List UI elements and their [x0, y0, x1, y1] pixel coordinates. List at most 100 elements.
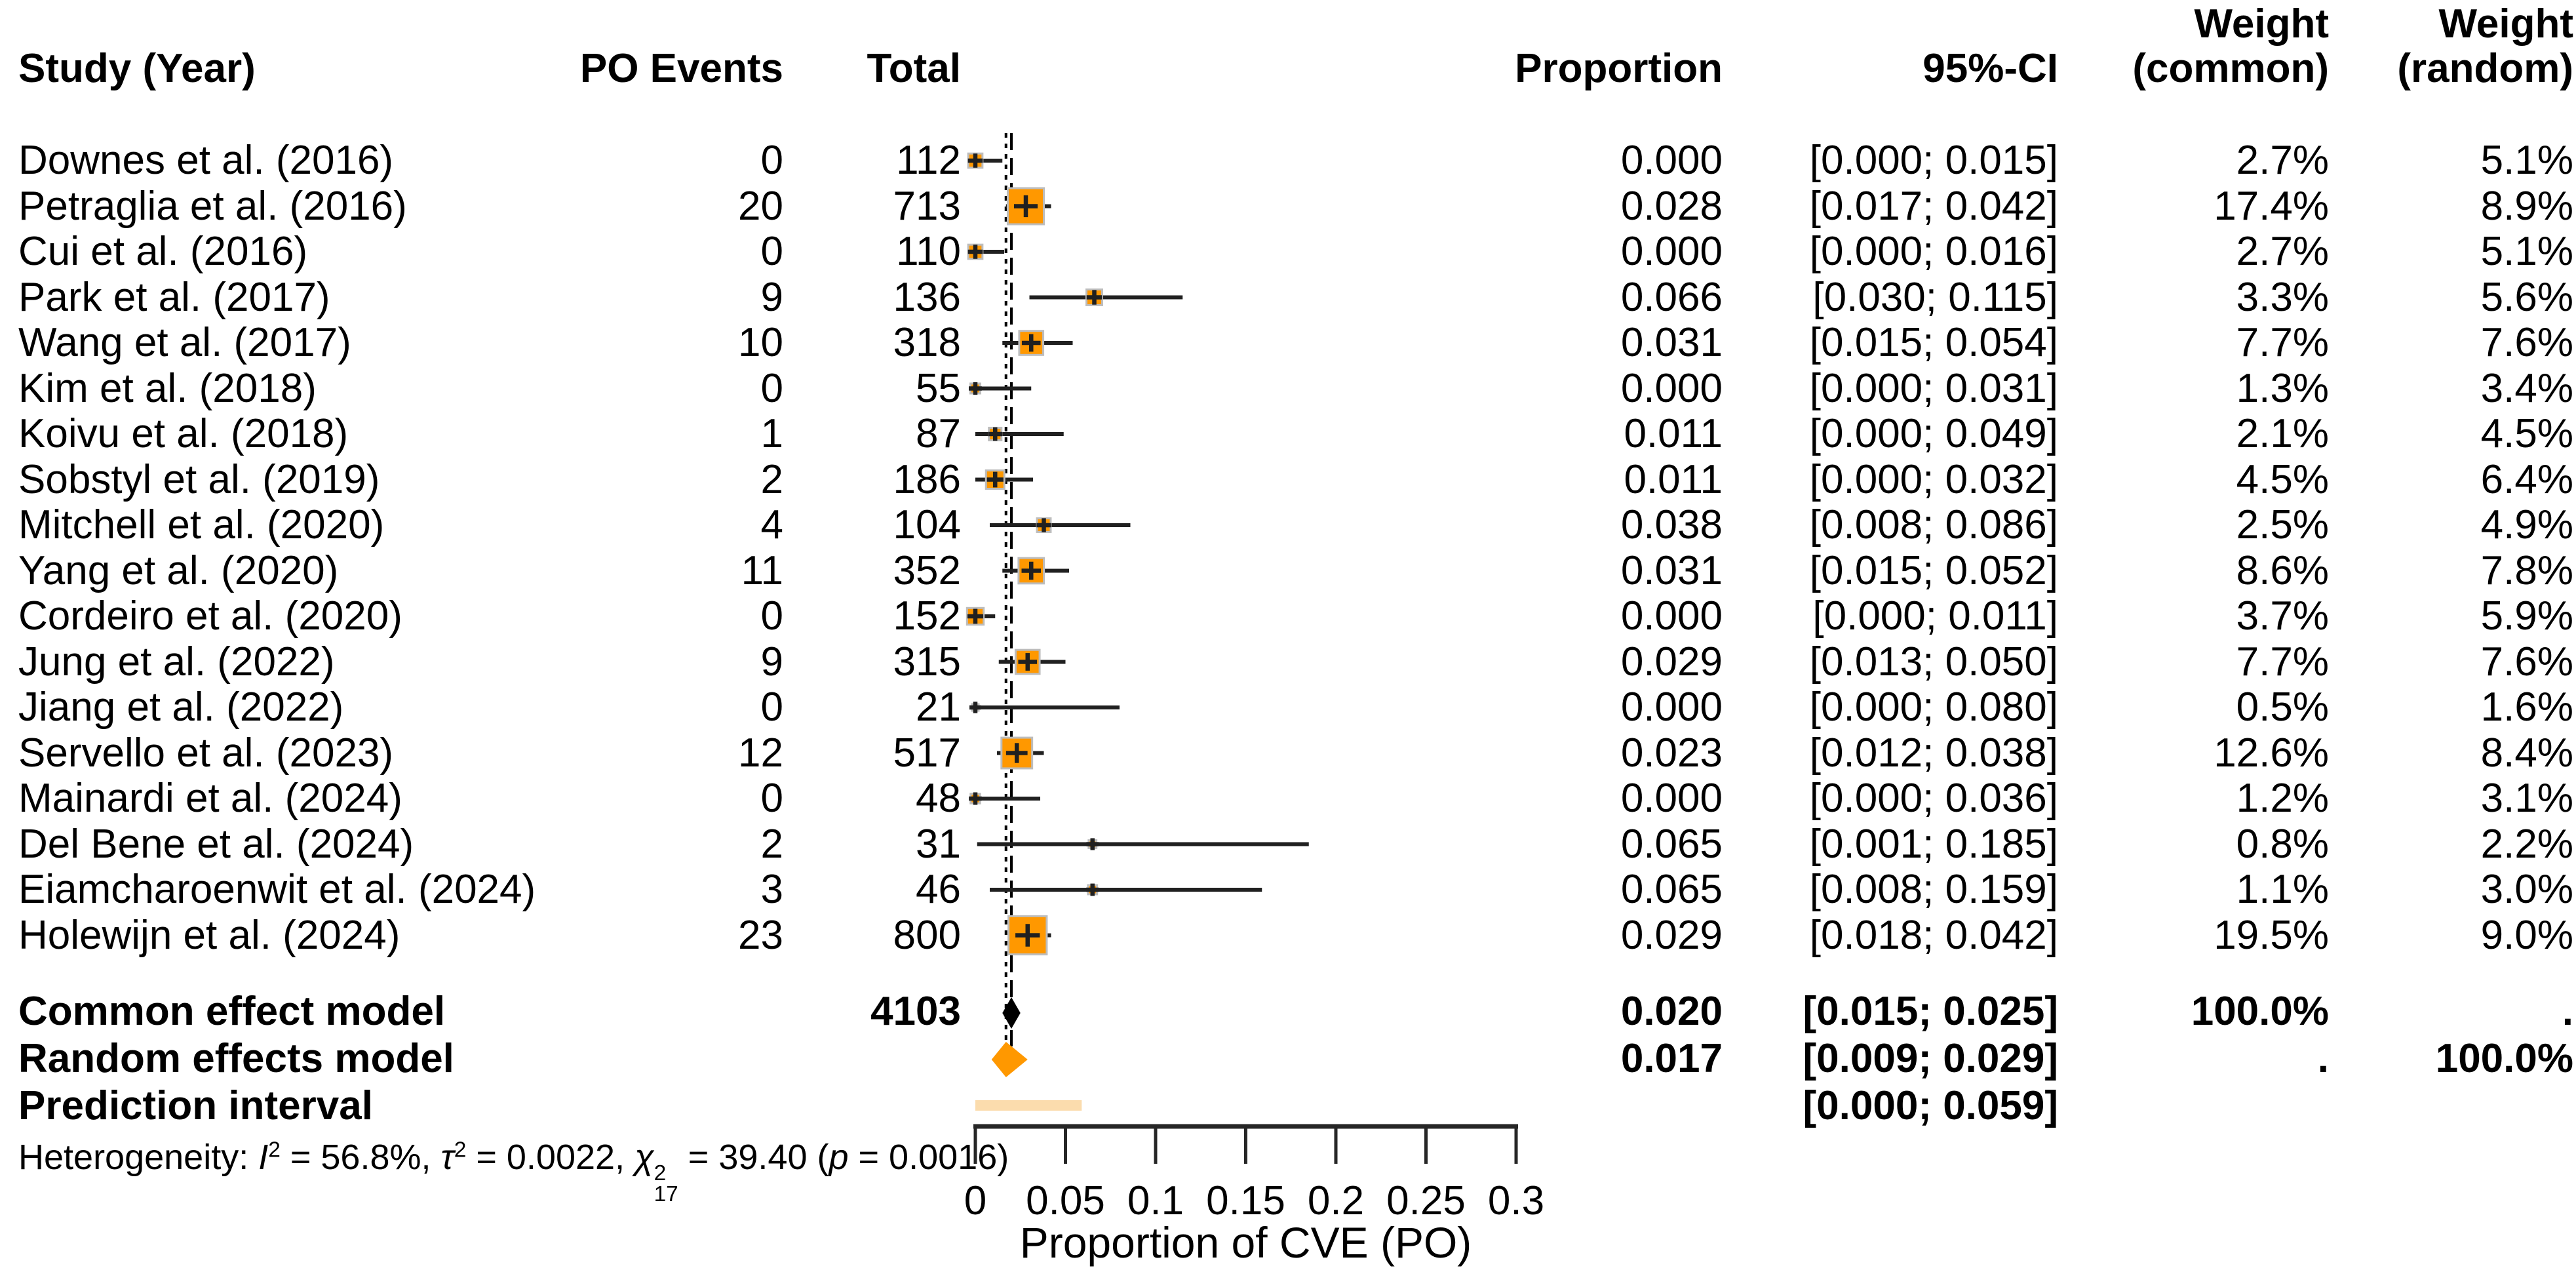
proportion-value: 0.065: [1620, 867, 1723, 913]
total-value: 4103: [870, 989, 961, 1034]
x-axis-tick-label: 0.05: [1026, 1178, 1105, 1223]
ci-value: [0.000; 0.016]: [1809, 229, 2058, 275]
weight-common-value: 2.5%: [2236, 502, 2329, 548]
x-axis-tick-label: 0.15: [1206, 1178, 1285, 1223]
total-value: 31: [916, 821, 961, 867]
study-label: Holewijn et al. (2024): [18, 912, 400, 958]
proportion-value: 0.031: [1620, 320, 1723, 366]
po-events-value: 11: [741, 547, 783, 593]
study-label: Petraglia et al. (2016): [18, 183, 407, 229]
weight-random-value: .: [2562, 989, 2573, 1034]
total-value: 87: [916, 411, 961, 457]
ci-value: [0.000; 0.011]: [1812, 593, 2058, 639]
het-tau-sup: 2: [454, 1138, 467, 1162]
study-label: Jung et al. (2022): [18, 639, 335, 685]
weight-random-value: 9.0%: [2480, 912, 2573, 958]
total-value: 136: [893, 274, 961, 320]
study-label: Del Bene et al. (2024): [18, 821, 414, 867]
proportion-value: 0.011: [1624, 456, 1723, 502]
ci-value: [0.018; 0.042]: [1809, 912, 2058, 958]
study-label: Mainardi et al. (2024): [18, 776, 402, 822]
study-row: Mitchell et al. (2020) 4 104 0.038 [0.008; 0…: [0, 502, 2576, 548]
x-axis-tick-label: 0.25: [1386, 1178, 1466, 1223]
total-value: 152: [893, 593, 961, 639]
proportion-value: 0.000: [1620, 138, 1723, 184]
weight-random-value: 2.2%: [2480, 821, 2573, 867]
study-label: Wang et al. (2017): [18, 320, 351, 366]
proportion-value: 0.011: [1624, 411, 1723, 457]
total-value: 517: [893, 730, 961, 776]
study-label: Cui et al. (2016): [18, 229, 308, 275]
weight-random-value: 5.1%: [2480, 138, 2573, 184]
po-events-value: 20: [738, 183, 783, 229]
study-row: Eiamcharoenwit et al. (2024) 3 46 0.065 [0.0…: [0, 867, 2576, 913]
weight-common-value: 3.3%: [2236, 274, 2329, 320]
weight-common-value: 2.1%: [2236, 411, 2329, 457]
ci-value: [0.015; 0.054]: [1809, 320, 2058, 366]
col-header-weight-common-line2: (common): [2132, 46, 2329, 91]
po-events-value: 9: [760, 274, 783, 320]
weight-random-value: 4.5%: [2480, 411, 2573, 457]
weight-common-value: 0.8%: [2236, 821, 2329, 867]
po-events-value: 3: [760, 867, 783, 913]
col-header-weight-random-line2: (random): [2397, 46, 2573, 91]
study-row: Cordeiro et al. (2020) 0 152 0.000 [0.000; 0…: [0, 593, 2576, 639]
col-header-proportion: Proportion: [1515, 46, 1723, 91]
x-axis-title: Proportion of CVE (PO): [1020, 1218, 1472, 1267]
het-i-sup: 2: [268, 1138, 281, 1162]
weight-common-value: 1.3%: [2236, 365, 2329, 411]
weight-common-value: 2.7%: [2236, 229, 2329, 275]
het-chi-value: = 39.40 (: [678, 1138, 829, 1177]
proportion-value: 0.028: [1620, 183, 1723, 229]
x-axis-tick-label: 0.2: [1308, 1178, 1364, 1223]
ci-value: [0.008; 0.159]: [1809, 867, 2058, 913]
het-p-symbol: p: [829, 1138, 849, 1177]
study-label: Kim et al. (2018): [18, 365, 317, 411]
total-value: 21: [916, 685, 961, 730]
weight-common-value: 12.6%: [2214, 730, 2329, 776]
proportion-value: 0.065: [1620, 821, 1723, 867]
proportion-value: 0.029: [1620, 639, 1723, 685]
study-row: Downes et al. (2016) 0 112 0.000 [0.000; 0.0…: [0, 138, 2576, 184]
het-chi-supsub: 2 17: [654, 1162, 678, 1205]
total-value: 315: [893, 639, 961, 685]
weight-common-value: 1.1%: [2236, 867, 2329, 913]
study-label: Downes et al. (2016): [18, 138, 394, 184]
study-label: Koivu et al. (2018): [18, 411, 349, 457]
total-value: 800: [893, 912, 961, 958]
study-label: Yang et al. (2020): [18, 547, 339, 593]
proportion-value: 0.020: [1620, 989, 1723, 1034]
proportion-value: 0.038: [1620, 502, 1723, 548]
ci-value: [0.000; 0.031]: [1809, 365, 2058, 411]
het-i-symbol: I: [258, 1138, 269, 1177]
weight-random-value: 3.4%: [2480, 365, 2573, 411]
ci-value: [0.015; 0.025]: [1803, 989, 2058, 1034]
summary-row-prediction: Prediction interval [0.000; 0.059]: [0, 1083, 2576, 1129]
po-events-value: 1: [760, 411, 783, 457]
ci-value: [0.017; 0.042]: [1809, 183, 2058, 229]
po-events-value: 0: [760, 593, 783, 639]
col-header-po-events: PO Events: [579, 46, 783, 91]
weight-random-value: 5.9%: [2480, 593, 2573, 639]
ci-value: [0.012; 0.038]: [1809, 730, 2058, 776]
proportion-value: 0.000: [1620, 776, 1723, 822]
study-row: Koivu et al. (2018) 1 87 0.011 [0.000; 0.049…: [0, 411, 2576, 457]
het-p-value: = 0.0016): [848, 1138, 1009, 1177]
study-row: Wang et al. (2017) 10 318 0.031 [0.015; 0.05…: [0, 320, 2576, 366]
total-value: 55: [916, 365, 961, 411]
summary-label: Random effects model: [18, 1036, 454, 1081]
ci-value: [0.000; 0.049]: [1809, 411, 2058, 457]
study-row: Kim et al. (2018) 0 55 0.000 [0.000; 0.031] 1…: [0, 366, 2576, 412]
het-tau-symbol: τ: [440, 1138, 454, 1177]
proportion-value: 0.000: [1620, 593, 1723, 639]
total-value: 46: [916, 867, 961, 913]
weight-random-value: 3.0%: [2480, 867, 2573, 913]
weight-random-value: 8.9%: [2480, 183, 2573, 229]
proportion-value: 0.066: [1620, 274, 1723, 320]
col-header-ci: 95%-CI: [1922, 46, 2058, 91]
summary-label: Common effect model: [18, 989, 446, 1034]
col-header-weight-common-line1: Weight: [2194, 1, 2330, 47]
het-prefix: Heterogeneity:: [18, 1138, 259, 1177]
ci-value: [0.009; 0.029]: [1803, 1036, 2058, 1081]
